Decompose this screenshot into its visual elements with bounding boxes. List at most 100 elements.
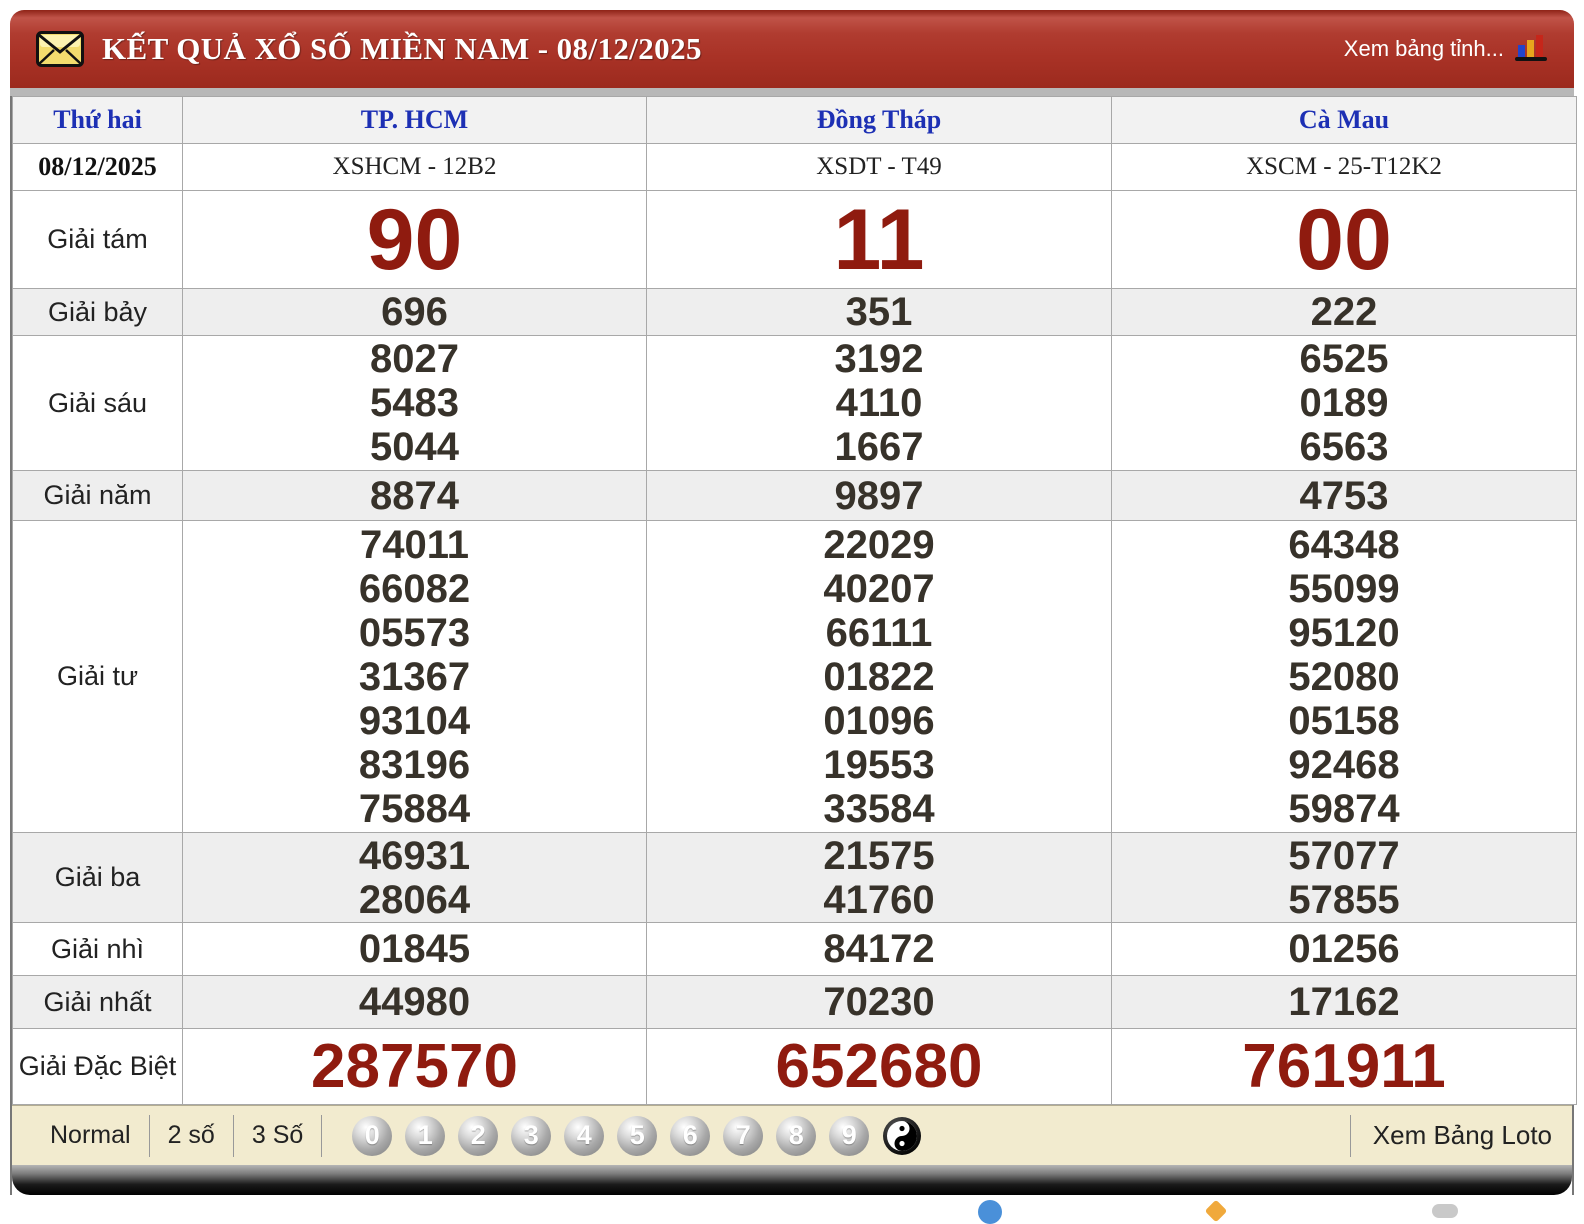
view-loto-link[interactable]: Xem Bảng Loto [1349,1114,1552,1157]
digit-ball-3[interactable]: 3 [511,1115,552,1156]
header-divider [10,88,1574,96]
digit-ball-0[interactable]: 0 [352,1115,393,1156]
prize-numbers-cell: 17162 [1111,975,1577,1029]
prize-row: Giải tám 90 11 00 [12,190,1577,289]
prize-number: 21575 [823,833,935,878]
prize-number: 222 [1310,290,1378,334]
prize-number: 92468 [1288,742,1400,787]
digit-ball-6[interactable]: 6 [670,1115,711,1156]
envelope-icon [36,31,84,67]
prize-numbers-cell: 21575 41760 [646,832,1112,923]
province-header[interactable]: TP. HCM [182,96,647,144]
prize-number: 01822 [823,654,935,699]
prize-number: 01845 [358,927,471,971]
yin-yang-icon[interactable] [882,1116,922,1156]
draw-code: XSCM - 25-T12K2 [1111,143,1577,191]
prize-label: Giải ba [12,832,183,923]
partial-icon-orange [1204,1199,1228,1223]
partial-icon-gray [1432,1204,1458,1218]
prize-number: 41760 [823,877,935,922]
province-header[interactable]: Cà Mau [1111,96,1577,144]
prize-number: 696 [381,290,448,334]
draw-date: 08/12/2025 [12,143,183,191]
mode-normal[interactable]: Normal [50,1121,131,1149]
prize-row: Giải tư 74011 66082 05573 31367 93104 83196 758… [12,520,1577,833]
prize-number: 66111 [825,610,933,655]
prize-number: 52080 [1288,654,1400,699]
prize-row: Giải năm 8874 9897 4753 [12,470,1577,521]
prize-label: Giải Đặc Biệt [12,1028,183,1105]
mode-3-digits[interactable]: 3 Số [251,1121,304,1149]
prize-number: 46931 [358,833,471,878]
prize-number: 70230 [823,980,935,1024]
prize-numbers-cell: 287570 [182,1028,647,1105]
prize-number: 3192 [834,337,924,381]
province-header[interactable]: Đồng Tháp [646,96,1112,144]
prize-number: 33584 [823,786,935,831]
prize-number: 83196 [358,742,471,787]
digit-ball-9[interactable]: 9 [829,1115,870,1156]
prize-numbers-cell: 70230 [646,975,1112,1029]
view-province-link[interactable]: Xem bảng tỉnh... [1344,32,1548,67]
prize-number: 66082 [358,566,471,611]
prize-number: 287570 [311,1031,518,1101]
prize-numbers-cell: 57077 57855 [1111,832,1577,923]
prize-number: 4110 [835,381,923,425]
prize-number: 761911 [1242,1031,1446,1101]
toolbar-divider [321,1114,323,1157]
widget-bottom-edge [12,1165,1572,1195]
prize-number: 93104 [358,698,471,743]
prize-row: Giải Đặc Biệt 287570 652680 761911 [12,1028,1577,1105]
prize-number: 00 [1296,191,1392,288]
digit-ball-7[interactable]: 7 [723,1115,764,1156]
prize-number: 01256 [1288,927,1400,971]
prize-number: 19553 [823,742,935,787]
prize-number: 9897 [834,473,924,518]
draw-code: XSHCM - 12B2 [182,143,647,191]
prize-number: 5483 [370,381,459,425]
day-label[interactable]: Thứ hai [12,96,183,144]
prize-numbers-cell: 6525 0189 6563 [1111,335,1577,471]
prize-numbers-cell: 44980 [182,975,647,1029]
prize-number: 01096 [823,698,935,743]
prize-row: Giải ba 46931 28064 21575 41760 57077 57855 [12,832,1577,923]
prize-numbers-cell: 74011 66082 05573 31367 93104 83196 75884 [182,520,647,833]
prize-label: Giải bảy [12,288,183,336]
draw-code: XSDT - T49 [646,143,1112,191]
results-table: Thứ hai TP. HCM Đồng Tháp Cà Mau 08/12/202… [12,96,1577,1105]
digit-ball-8[interactable]: 8 [776,1115,817,1156]
bar-chart-icon [1514,32,1548,67]
prize-numbers-cell: 8027 5483 5044 [182,335,647,471]
header-bar: KẾT QUẢ XỔ SỐ MIỀN NAM - 08/12/2025 Xem … [10,10,1574,88]
prize-numbers-cell: 01256 [1111,922,1577,976]
prize-number: 652680 [775,1031,983,1101]
prize-number: 22029 [823,522,935,567]
mode-2-digits[interactable]: 2 số [167,1121,215,1149]
prize-numbers-cell: 222 [1111,288,1577,336]
prize-row: Giải sáu 8027 5483 5044 3192 4110 1667 6525 0189… [12,335,1577,471]
prize-row: Giải nhì 01845 84172 01256 [12,922,1577,976]
digit-ball-2[interactable]: 2 [458,1115,499,1156]
prize-numbers-cell: 11 [646,190,1112,289]
digit-ball-4[interactable]: 4 [564,1115,605,1156]
prize-number: 90 [366,191,463,288]
prize-numbers-cell: 696 [182,288,647,336]
prize-number: 57855 [1288,877,1400,922]
prize-row: Giải bảy 696 351 222 [12,288,1577,336]
view-province-label: Xem bảng tỉnh... [1343,36,1504,61]
prize-number: 59874 [1288,786,1400,831]
digit-ball-1[interactable]: 1 [405,1115,446,1156]
prize-row: Giải nhất 44980 70230 17162 [12,975,1577,1029]
prize-label: Giải tám [12,190,183,289]
header-row: Thứ hai TP. HCM Đồng Tháp Cà Mau [12,96,1577,144]
toolbar-divider [232,1114,234,1157]
lottery-results-widget: KẾT QUẢ XỔ SỐ MIỀN NAM - 08/12/2025 Xem … [10,10,1577,1195]
prize-number: 17162 [1288,980,1400,1024]
prize-number: 4753 [1299,473,1389,518]
prize-numbers-cell: 64348 55099 95120 52080 05158 92468 59874 [1111,520,1577,833]
partial-icon-blue [978,1200,1002,1224]
prize-number: 351 [845,290,913,334]
digit-ball-5[interactable]: 5 [617,1115,658,1156]
prize-number: 1667 [834,425,924,469]
prize-numbers-cell: 90 [182,190,647,289]
